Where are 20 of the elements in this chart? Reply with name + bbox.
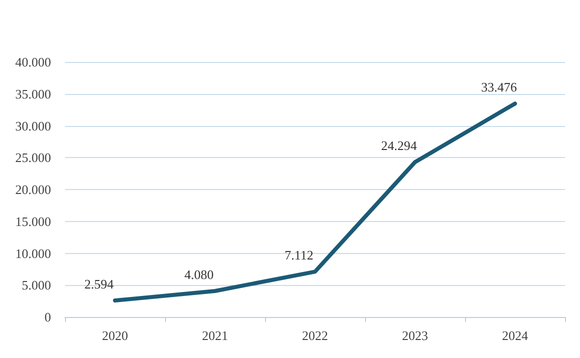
data-label: 4.080 [184, 266, 214, 282]
x-tick-label: 2023 [402, 328, 428, 343]
y-tick-label: 30.000 [15, 118, 51, 134]
data-label: 24.294 [381, 138, 418, 154]
y-tick-label: 0 [44, 310, 51, 324]
x-tick-label: 2021 [202, 328, 228, 343]
y-tick-label: 5.000 [22, 278, 51, 293]
y-tick-label: 35.000 [15, 86, 51, 102]
data-label: 33.476 [481, 80, 518, 95]
x-tick-label: 2020 [102, 328, 128, 343]
y-tick-label: 10.000 [15, 246, 51, 261]
y-tick-label: 20.000 [15, 182, 51, 197]
y-tick-label: 40.000 [15, 54, 51, 70]
x-tick-label: 2022 [302, 328, 328, 343]
y-tick-label: 25.000 [15, 150, 51, 166]
y-tick-label: 15.000 [15, 214, 51, 229]
data-label: 7.112 [284, 248, 314, 263]
data-label: 2.594 [84, 276, 114, 292]
x-tick-label: 2024 [502, 328, 528, 343]
line-series [113, 102, 517, 302]
